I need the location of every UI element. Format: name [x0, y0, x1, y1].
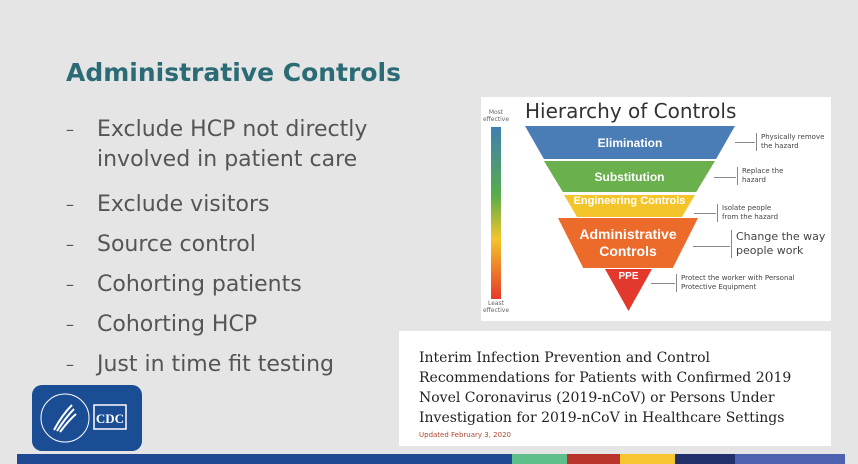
footer-segment	[567, 454, 620, 464]
least-effective-label: Least effective	[482, 300, 510, 314]
footer-segment	[735, 454, 845, 464]
tier-ppe: PPE	[605, 269, 652, 311]
tier-administrative: Administrative Controls	[558, 218, 698, 268]
hhs-eagle-icon: CDC	[40, 393, 127, 443]
bullet-item: – Exclude visitors	[66, 192, 270, 217]
bullet-item: – Just in time fit testing	[66, 352, 335, 377]
document-updated-date: Updated February 3, 2020	[419, 431, 511, 439]
desc-substitution: Replace the hazard	[737, 167, 787, 185]
most-effective-label: Most effective	[482, 109, 510, 123]
desc-administrative: Change the way people work	[731, 230, 826, 258]
bullet-item: – Cohorting patients	[66, 272, 302, 297]
footer-segment	[675, 454, 735, 464]
tier-elimination: Elimination	[525, 126, 735, 159]
desc-engineering: Isolate people from the hazard	[717, 204, 787, 222]
footer-segment	[620, 454, 675, 464]
bullet-item: – Exclude HCP not directly involved in pa…	[66, 117, 368, 172]
desc-elimination: Physically remove the hazard	[756, 133, 826, 151]
bullet-list: – Exclude HCP not directly involved in pa…	[66, 115, 387, 385]
hierarchy-of-controls-image: Hierarchy of Controls Most effective Lea…	[481, 97, 831, 321]
hierarchy-title: Hierarchy of Controls	[525, 99, 737, 123]
document-title: Interim Infection Prevention and Control…	[419, 350, 792, 426]
effectiveness-gradient	[491, 127, 501, 299]
bullet-item: – Source control	[66, 232, 256, 257]
hhs-cdc-logo: CDC	[32, 385, 142, 451]
footer-segment	[17, 454, 512, 464]
slide-title: Administrative Controls	[66, 58, 401, 87]
bullet-item: – Cohorting HCP	[66, 312, 258, 337]
tier-substitution: Substitution	[544, 161, 715, 192]
desc-ppe: Protect the worker with Personal Protect…	[676, 274, 826, 292]
cdc-logo-text: CDC	[96, 411, 124, 426]
tier-engineering: Engineering Controls	[564, 195, 695, 217]
footer-segment	[512, 454, 567, 464]
guidance-document-image: Interim Infection Prevention and Control…	[399, 331, 831, 446]
